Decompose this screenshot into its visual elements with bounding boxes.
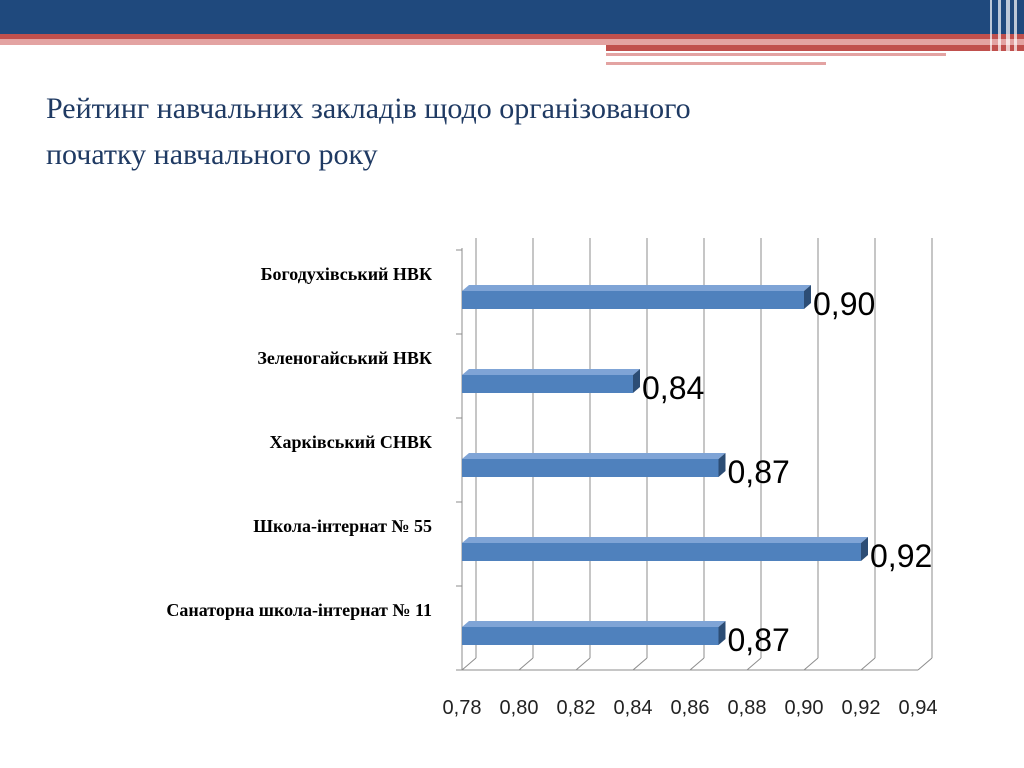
- floor-gridline: [746, 657, 762, 671]
- bar-top-face: [462, 285, 811, 291]
- bar-top-face: [462, 621, 726, 627]
- x-tick-label: 0,80: [500, 697, 539, 719]
- bar-front-face: [462, 459, 719, 477]
- floor-gridline: [575, 657, 591, 671]
- bar-end-face: [804, 285, 811, 309]
- x-tick-label: 0,94: [899, 697, 938, 719]
- bar: [462, 621, 726, 645]
- x-tick-label: 0,82: [557, 697, 596, 719]
- x-tick-label: 0,92: [842, 697, 881, 719]
- bar: [462, 285, 811, 309]
- bar-front-face: [462, 627, 719, 645]
- slide-title-line-1: Рейтинг навчальних закладів щодо організ…: [46, 92, 691, 125]
- bar-end-face: [633, 369, 640, 393]
- header-red-stripe: [0, 34, 1024, 39]
- bar: [462, 537, 868, 561]
- floor-gridline: [632, 657, 648, 671]
- x-tick-label: 0,84: [614, 697, 653, 719]
- category-label: Богодухівський НВК: [261, 264, 432, 284]
- header-vline-1: [990, 0, 992, 70]
- data-label: 0,92: [870, 538, 932, 574]
- x-tick-label: 0,86: [671, 697, 710, 719]
- slide-title: Рейтинг навчальних закладів щодо організ…: [46, 86, 946, 178]
- header-vline-2: [998, 0, 1001, 70]
- floor-gridline: [518, 657, 534, 671]
- category-label: Харківський СНВК: [269, 432, 432, 452]
- label-layer: 0,78 0,80 0,82 0,84 0,86 0,88 0,90 0,92 0,94 Бого…: [166, 264, 937, 719]
- bar: [462, 369, 640, 393]
- category-label: Школа-інтернат № 55: [253, 516, 432, 536]
- data-label: 0,87: [728, 454, 790, 490]
- header-blue-band: [0, 0, 1024, 34]
- category-label: Санаторна школа-інтернат № 11: [166, 600, 432, 620]
- floor-gridline: [689, 657, 705, 671]
- header-pink-accent-2: [606, 62, 826, 65]
- data-label: 0,84: [642, 370, 704, 406]
- bar-front-face: [462, 543, 861, 561]
- bar: [462, 453, 726, 477]
- header-vline-3: [1006, 0, 1010, 70]
- bar-end-face: [861, 537, 868, 561]
- slide-title-line-2: початку навчального року: [46, 138, 378, 171]
- x-tick-label: 0,88: [728, 697, 767, 719]
- bar-top-face: [462, 369, 640, 375]
- header-decoration: [0, 0, 1024, 70]
- data-label: 0,90: [813, 286, 875, 322]
- floor-gridline: [917, 657, 933, 671]
- header-vline-4: [1014, 0, 1017, 70]
- bar-layer: [462, 285, 868, 645]
- bar-front-face: [462, 291, 804, 309]
- floor-gridline: [803, 657, 819, 671]
- bar-top-face: [462, 537, 868, 543]
- bar-top-face: [462, 453, 726, 459]
- header-pink-stripe: [0, 39, 1024, 45]
- x-tick-label: 0,78: [443, 697, 482, 719]
- floor-gridline: [461, 657, 477, 671]
- data-label: 0,87: [728, 622, 790, 658]
- header-red-accent: [606, 45, 1024, 51]
- bar-front-face: [462, 375, 633, 393]
- bar-end-face: [718, 621, 726, 645]
- category-label: Зеленогайський НВК: [257, 348, 432, 368]
- bar-end-face: [718, 453, 726, 477]
- header-pink-accent: [606, 53, 946, 56]
- x-tick-label: 0,90: [785, 697, 824, 719]
- floor-gridline: [860, 657, 876, 671]
